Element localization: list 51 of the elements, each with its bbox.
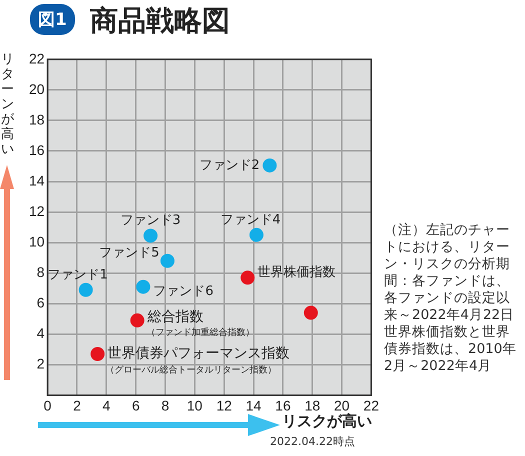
x-tick-label: 4	[102, 397, 111, 414]
x-tick-label: 0	[44, 397, 52, 414]
chart-title: 商品戦略図	[90, 3, 230, 39]
point	[78, 282, 93, 297]
annotation: ファンド2	[199, 158, 260, 173]
y-tick-label: 10	[28, 233, 45, 250]
x-tick-label: 6	[132, 397, 140, 414]
annotation: ファンド3	[120, 213, 181, 228]
point	[262, 158, 277, 172]
y-tick-label: 16	[28, 142, 45, 158]
point	[144, 228, 158, 243]
annotation: （ファンド加重総合指数）	[146, 326, 254, 338]
y-tick-label: 8	[36, 264, 45, 280]
annotation: ファンド4	[220, 212, 281, 228]
caption: 図1	[30, 4, 75, 35]
y-tick-label: 12	[28, 202, 45, 219]
point	[240, 270, 255, 285]
y-axis-title: リターンが高い	[1, 52, 15, 157]
y-tick-label: 4	[36, 325, 45, 342]
y-tick-label: 6	[36, 294, 45, 310]
text: 世界株価指数と世界債券指数は、2010年2月～2022年4月	[384, 324, 518, 375]
point	[90, 346, 105, 361]
y-tick-label: 18	[28, 111, 45, 128]
annotation: ファンド1	[48, 267, 108, 282]
annotation: ファンド5	[99, 245, 160, 260]
x-tick-label: 22	[363, 397, 380, 414]
x-tick-label: 18	[304, 397, 320, 414]
text: （注）左記のチャートにおける、リターン・リスクの分析期間：各ファンドは、各ファンドの設定以来～2022年4月22日	[384, 222, 516, 324]
x-tick-label: 16	[275, 397, 291, 414]
y-tick-label: 22	[28, 50, 45, 66]
x-tick-label: 8	[161, 397, 170, 414]
annotation: 世界債券パフォーマンス指数	[108, 346, 290, 362]
x-axis-title: リスクが高い	[282, 412, 372, 431]
point	[249, 228, 264, 242]
x-tick-label: 14	[246, 397, 262, 414]
annotation: ファンド6	[153, 284, 214, 300]
x-tick-label: 2	[73, 397, 82, 414]
y-tick-label: 20	[28, 80, 45, 97]
x-tick-label: 12	[216, 397, 232, 414]
point	[136, 280, 150, 294]
point	[160, 254, 174, 268]
annotation: 総合指数	[146, 309, 204, 326]
annotation: （グローバル総合トータルリターン指数）	[106, 364, 277, 376]
y-tick-label: 14	[28, 172, 45, 188]
y-tick-label: 2	[36, 356, 45, 372]
point	[130, 313, 144, 328]
point	[304, 306, 318, 320]
text: 2022.04.22時点	[270, 434, 355, 449]
x-tick-label: 20	[334, 397, 350, 414]
annotation: 世界株価指数	[258, 265, 336, 280]
x-tick-label: 10	[186, 397, 203, 414]
